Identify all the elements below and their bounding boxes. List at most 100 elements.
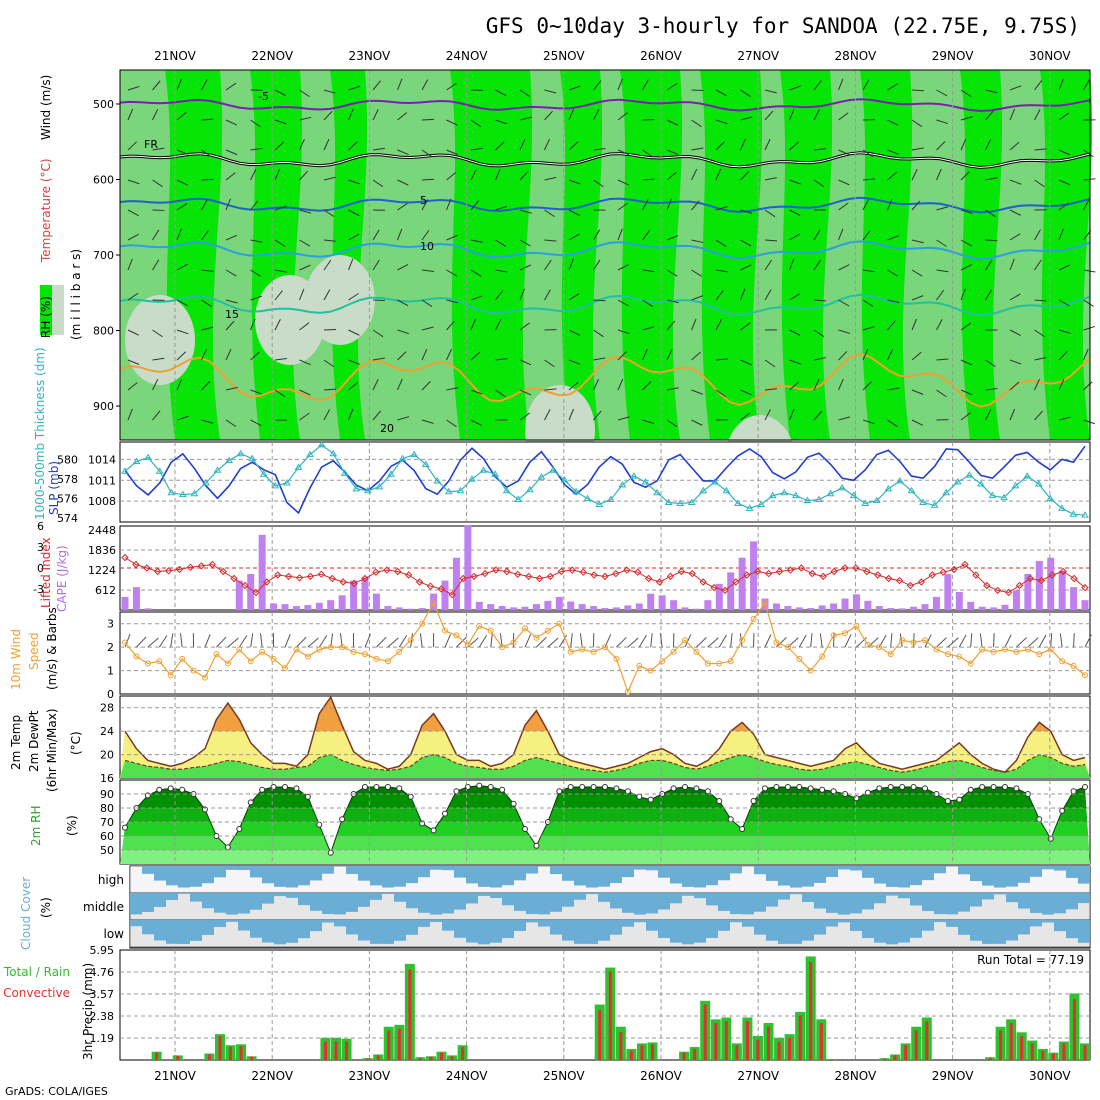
wind-barb: [985, 89, 998, 94]
wind10-point: [304, 653, 311, 660]
wind-barb: [617, 378, 624, 391]
wind-barb: [985, 138, 992, 151]
wind-barb: [862, 178, 875, 181]
cloud-cell: [574, 893, 586, 900]
li-point: [230, 574, 238, 583]
wind10-point: [842, 630, 848, 637]
precip-conv-bar: [756, 1039, 760, 1060]
wind-barb: [715, 239, 727, 247]
wind-barb: [691, 119, 702, 128]
precip-conv-bar: [450, 1056, 454, 1060]
precip-ylabel-amount: 3hr Precip (mm): [81, 963, 95, 1060]
wind-barb: [666, 320, 676, 331]
precip-conv-bar: [461, 1047, 465, 1060]
wind-barb: [201, 178, 214, 181]
wind10-point: [990, 648, 997, 655]
wind-barb: [544, 388, 557, 391]
date-label-top: 25NOV: [543, 49, 585, 63]
wind-barb: [1058, 378, 1065, 391]
wind10-barb: [490, 633, 493, 648]
wind-barb: [617, 149, 630, 156]
wind10-point: [819, 653, 826, 660]
cloud-cell: [130, 893, 142, 915]
wind-barb: [225, 119, 238, 126]
wind-barb: [1058, 179, 1071, 186]
li-point: [579, 568, 587, 576]
cape-bar: [315, 602, 323, 610]
wind10-point: [956, 653, 963, 660]
cloud-cell: [982, 920, 994, 944]
precip-conv-bar: [999, 1030, 1003, 1060]
cloud-cell: [514, 893, 526, 911]
thickness-point: [1000, 493, 1008, 501]
wind10-barb: [376, 636, 387, 648]
wind-barb: [862, 199, 870, 211]
wind-barb: [152, 179, 163, 188]
cape-ylabel-li: Lifted Index: [39, 537, 53, 608]
wind10-barb: [410, 633, 413, 648]
wind10-barb: [444, 634, 451, 648]
wind10-barb: [819, 633, 823, 648]
wind-barb: [274, 290, 283, 301]
wind-barb: [691, 419, 703, 426]
cloud-cell: [202, 920, 214, 935]
wind-barb: [225, 234, 238, 241]
cloud-cell: [322, 920, 334, 923]
rh-legend-swatch: [40, 285, 52, 335]
wind-tick-label: 2: [107, 641, 114, 654]
li-point: [295, 574, 304, 582]
wind-barb: [838, 112, 849, 121]
wind-barb: [348, 141, 358, 151]
thickness-point: [306, 450, 314, 458]
wind10-barb: [1050, 633, 1053, 648]
precip-conv-bar: [376, 1055, 380, 1060]
li-tick-label: -3: [33, 583, 44, 596]
slp-ylabel-thickness: 1000-500mb Thickness (dm): [33, 347, 47, 520]
cloud-cell: [610, 893, 622, 909]
wind-barb: [862, 299, 874, 307]
wind-barb: [348, 179, 361, 185]
wind-barb: [495, 239, 506, 247]
wind-barb: [813, 299, 827, 302]
cape-bar: [590, 606, 598, 610]
cape-tick-label: 1836: [88, 544, 116, 557]
cape-bar: [361, 577, 369, 610]
wind-barb: [593, 299, 606, 302]
thickness-point: [687, 498, 696, 505]
thickness-point: [630, 472, 638, 479]
date-label-bottom: 22NOV: [251, 1069, 293, 1083]
slp-grid: [120, 442, 1090, 522]
cloud-cell: [418, 866, 430, 878]
cloud-cell: [682, 920, 694, 945]
cloud-cell: [766, 920, 778, 941]
wind-barb: [201, 326, 214, 331]
wind-barb: [789, 179, 801, 185]
wind-barb: [642, 348, 648, 361]
date-axis-bottom: 21NOV 22NOV 23NOV 24NOV 25NOV 26NOV 27NOV 28NOV…: [154, 1069, 1071, 1083]
wind-barb: [323, 388, 337, 391]
wind-barb: [299, 322, 310, 331]
wind-barb: [887, 149, 899, 155]
wind10-barb: [170, 633, 174, 648]
wind-barb: [1009, 293, 1021, 301]
wind-barb: [813, 229, 821, 241]
wind10-barb: [844, 634, 852, 648]
cloud-cell: [922, 920, 934, 931]
cloud-cell: [466, 920, 478, 943]
wind-barb: [838, 416, 851, 421]
li-point: [481, 569, 489, 578]
wind-barb: [862, 149, 874, 158]
thickness-point: [525, 485, 534, 493]
wind-barb: [421, 348, 428, 361]
cloud-cell: [838, 866, 850, 870]
wind10-barb: [570, 633, 573, 648]
precip-conv-bar: [598, 1010, 602, 1060]
rh2m-point: [647, 796, 654, 803]
cloud-cell: [1078, 866, 1090, 884]
wind-barb: [323, 409, 331, 421]
wind-barb: [519, 170, 529, 181]
cloud-cell: [154, 920, 166, 941]
rh2m-point: [876, 785, 883, 792]
li-point: [666, 572, 675, 581]
wind-barb: [813, 179, 825, 188]
